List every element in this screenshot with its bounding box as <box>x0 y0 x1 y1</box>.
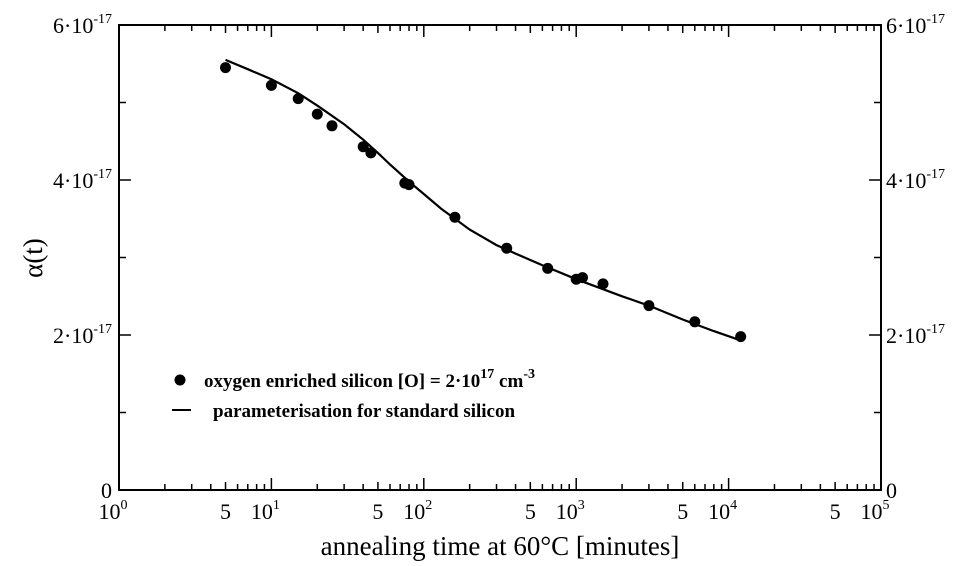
x-tick-label: 105 <box>861 498 890 524</box>
data-point <box>542 262 554 274</box>
x-tick-label: 101 <box>251 498 280 524</box>
data-point <box>365 147 377 159</box>
x-minor-tick-label: 5 <box>372 499 383 524</box>
data-point <box>220 62 231 74</box>
legend-marker-points <box>174 374 186 386</box>
data-point <box>501 242 513 254</box>
data-point <box>326 120 338 132</box>
x-tick-label: 100 <box>99 498 128 524</box>
data-point <box>357 141 369 153</box>
data-point <box>597 278 609 290</box>
x-tick-label: 103 <box>556 498 585 524</box>
axis-ticks <box>118 24 881 491</box>
x-tick-label: 102 <box>403 498 432 524</box>
data-point <box>265 79 277 91</box>
data-point <box>735 331 747 343</box>
x-tick-label: 104 <box>708 498 737 524</box>
x-minor-tick-label: 5 <box>830 499 841 524</box>
y-tick-label-right: 6·10-17 <box>886 12 945 38</box>
data-point <box>449 211 461 223</box>
data-point <box>292 93 304 105</box>
x-axis-label: annealing time at 60°C [minutes] <box>321 531 680 561</box>
x-minor-tick-label: 5 <box>525 499 536 524</box>
legend-label-points: oxygen enriched silicon [O] = 2·1017 cm-… <box>204 367 535 392</box>
legend-label-line: parameterisation for standard silicon <box>213 401 515 422</box>
data-point <box>403 179 415 191</box>
y-tick-label-left: 6·10-17 <box>53 12 112 38</box>
y-tick-label-right: 2·10-17 <box>886 322 945 348</box>
legend: oxygen enriched silicon [O] = 2·1017 cm-… <box>172 367 535 422</box>
y-tick-label-left: 0 <box>101 478 112 503</box>
data-point <box>689 316 701 328</box>
y-tick-label-left: 4·10-17 <box>53 167 112 193</box>
y-tick-label-left: 2·10-17 <box>53 322 112 348</box>
fit-line <box>225 58 742 342</box>
y-axis-label: α(t) <box>18 238 48 278</box>
y-tick-labels: 0 0 2·10-17 2·10-17 4·10-17 4·10-17 6·10-17 6·1… <box>53 12 945 503</box>
data-point <box>643 300 655 312</box>
data-point <box>311 108 323 120</box>
y-tick-label-right: 4·10-17 <box>886 167 945 193</box>
data-points <box>220 62 747 343</box>
data-point <box>577 272 588 284</box>
x-minor-tick-label: 5 <box>220 499 231 524</box>
x-minor-tick-label: 5 <box>677 499 688 524</box>
y-tick-label-right: 0 <box>886 478 897 503</box>
